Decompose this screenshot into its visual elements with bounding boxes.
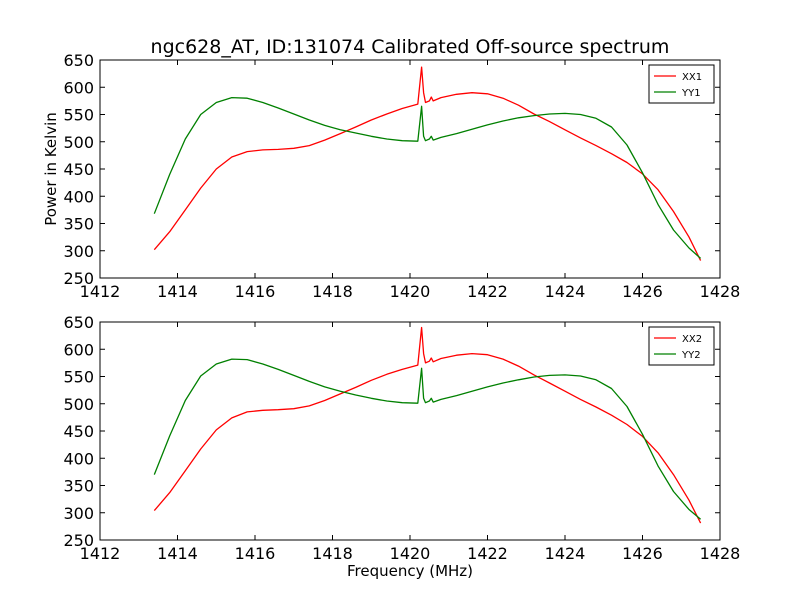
y-tick-label: 450: [63, 160, 94, 179]
x-tick-label: 1426: [622, 282, 663, 301]
x-tick-label: 1414: [157, 282, 198, 301]
series-line-yy2: [153, 358, 702, 520]
x-tick-label: 1420: [390, 282, 431, 301]
y-axis-label: Power in Kelvin: [42, 112, 60, 226]
legend-label-yy1: YY1: [681, 88, 701, 99]
legend-box: [648, 326, 715, 366]
chart-title: ngc628_AT, ID:131074 Calibrated Off-sour…: [151, 36, 670, 58]
x-tick-label: 1424: [545, 282, 586, 301]
x-tick-label: 1426: [622, 544, 663, 563]
y-tick-label: 500: [63, 395, 94, 414]
x-tick-label: 1412: [80, 544, 121, 563]
x-tick-label: 1414: [157, 544, 198, 563]
series-line-xx1: [153, 66, 702, 261]
y-tick-label: 300: [63, 242, 94, 261]
y-tick-label: 650: [63, 51, 94, 70]
x-tick-label: 1428: [700, 282, 741, 301]
x-tick-label: 1422: [467, 544, 508, 563]
y-tick-label: 350: [63, 477, 94, 496]
series-line-xx2: [153, 326, 702, 524]
x-tick-label: 1416: [235, 544, 276, 563]
x-tick-label: 1422: [467, 282, 508, 301]
x-tick-label: 1412: [80, 282, 121, 301]
y-tick-label: 400: [63, 187, 94, 206]
legend-label-yy2: YY2: [681, 350, 701, 361]
x-tick-label: 1428: [700, 544, 741, 563]
series-line-yy1: [153, 96, 702, 259]
x-tick-label: 1418: [312, 544, 353, 563]
y-tick-label: 600: [63, 340, 94, 359]
y-tick-label: 300: [63, 504, 94, 523]
y-tick-label: 550: [63, 106, 94, 125]
y-tick-label: 350: [63, 215, 94, 234]
y-tick-label: 250: [63, 269, 94, 288]
x-tick-label: 1418: [312, 282, 353, 301]
x-tick-label: 1416: [235, 282, 276, 301]
legend-box: [648, 64, 715, 104]
y-tick-label: 500: [63, 133, 94, 152]
y-tick-label: 400: [63, 449, 94, 468]
y-tick-label: 650: [63, 313, 94, 332]
y-tick-label: 600: [63, 78, 94, 97]
legend-label-xx2: XX2: [682, 334, 702, 345]
y-tick-label: 250: [63, 531, 94, 550]
x-tick-label: 1420: [390, 544, 431, 563]
x-tick-label: 1424: [545, 544, 586, 563]
x-axis-label: Frequency (MHz): [347, 562, 473, 580]
legend-label-xx1: XX1: [682, 72, 702, 83]
y-tick-label: 450: [63, 422, 94, 441]
bottom-plot-panel: 1412 1414 1416 1418 1420 1422 1424 1426 1428 250 3…: [63, 313, 740, 563]
top-plot-panel: 1412 1414 1416 1418 1420 1422 1424 1426 1428 250 3…: [63, 51, 740, 301]
y-tick-label: 550: [63, 368, 94, 387]
